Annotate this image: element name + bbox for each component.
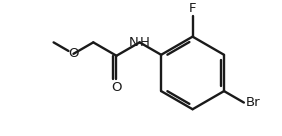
Text: H: H (140, 36, 149, 49)
Text: N: N (129, 36, 139, 49)
Text: O: O (111, 81, 122, 94)
Text: O: O (68, 47, 79, 60)
Text: F: F (189, 2, 196, 15)
Text: Br: Br (246, 96, 260, 109)
